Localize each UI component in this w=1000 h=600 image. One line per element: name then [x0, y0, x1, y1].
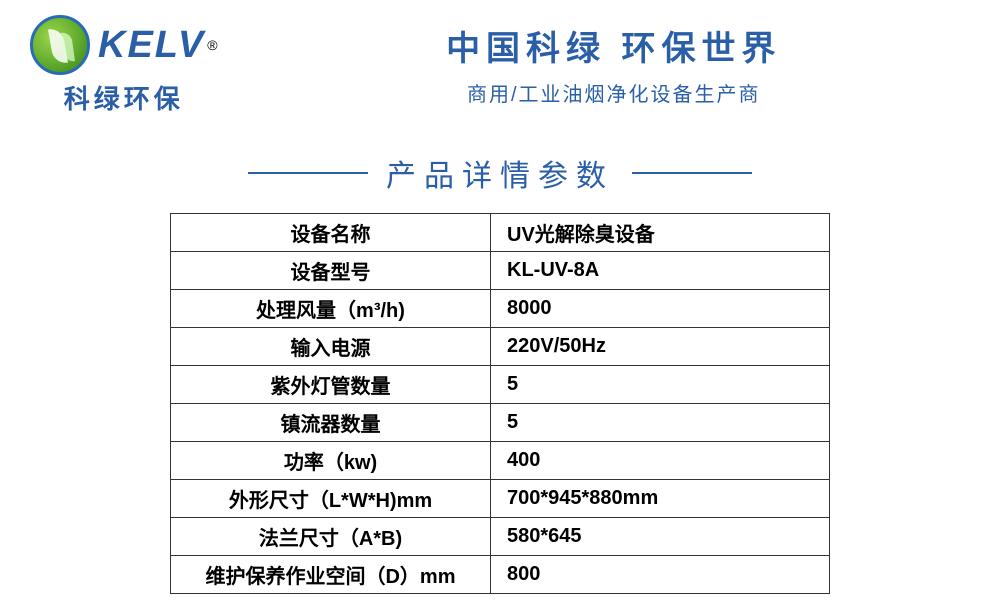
section-title-row: 产品详情参数	[0, 151, 1000, 195]
table-row: 法兰尺寸（A*B)580*645	[171, 518, 830, 556]
tagline-main: 中国科绿 环保世界	[258, 21, 970, 70]
spec-table: 设备名称UV光解除臭设备设备型号KL-UV-8A处理风量（m³/h)8000输入…	[170, 213, 830, 594]
spec-label: 外形尺寸（L*W*H)mm	[171, 480, 491, 518]
spec-value: 580*645	[491, 518, 830, 556]
spec-value: 8000	[491, 290, 830, 328]
spec-value: 5	[491, 366, 830, 404]
spec-label: 紫外灯管数量	[171, 366, 491, 404]
spec-value: 5	[491, 404, 830, 442]
title-line-right	[632, 172, 752, 174]
table-row: 输入电源220V/50Hz	[171, 328, 830, 366]
spec-value: KL-UV-8A	[491, 252, 830, 290]
spec-value: 700*945*880mm	[491, 480, 830, 518]
logo-wordmark: KELV	[98, 24, 205, 66]
title-line-left	[248, 172, 368, 174]
logo-subtext: 科绿环保	[64, 79, 184, 116]
table-row: 维护保养作业空间（D）mm800	[171, 556, 830, 594]
spec-label: 设备型号	[171, 252, 491, 290]
spec-label: 维护保养作业空间（D）mm	[171, 556, 491, 594]
registered-mark-icon: ®	[207, 37, 217, 53]
spec-label: 法兰尺寸（A*B)	[171, 518, 491, 556]
spec-value: UV光解除臭设备	[491, 214, 830, 252]
table-row: 设备型号KL-UV-8A	[171, 252, 830, 290]
table-row: 镇流器数量5	[171, 404, 830, 442]
table-row: 功率（kw)400	[171, 442, 830, 480]
table-row: 设备名称UV光解除臭设备	[171, 214, 830, 252]
logo-block: KELV® 科绿环保	[30, 15, 218, 116]
section-title: 产品详情参数	[386, 151, 614, 195]
spec-label: 设备名称	[171, 214, 491, 252]
table-row: 紫外灯管数量5	[171, 366, 830, 404]
header: KELV® 科绿环保 中国科绿 环保世界 商用/工业油烟净化设备生产商	[0, 0, 1000, 141]
spec-value: 800	[491, 556, 830, 594]
spec-table-body: 设备名称UV光解除臭设备设备型号KL-UV-8A处理风量（m³/h)8000输入…	[171, 214, 830, 594]
logo-row: KELV®	[30, 15, 218, 75]
table-row: 外形尺寸（L*W*H)mm700*945*880mm	[171, 480, 830, 518]
spec-label: 处理风量（m³/h)	[171, 290, 491, 328]
spec-label: 镇流器数量	[171, 404, 491, 442]
tagline-block: 中国科绿 环保世界 商用/工业油烟净化设备生产商	[258, 15, 970, 107]
spec-value: 220V/50Hz	[491, 328, 830, 366]
tagline-sub: 商用/工业油烟净化设备生产商	[258, 78, 970, 107]
spec-label: 输入电源	[171, 328, 491, 366]
leaf-logo-icon	[30, 15, 90, 75]
logo-wordmark-wrap: KELV®	[98, 24, 218, 67]
spec-label: 功率（kw)	[171, 442, 491, 480]
spec-value: 400	[491, 442, 830, 480]
table-row: 处理风量（m³/h)8000	[171, 290, 830, 328]
